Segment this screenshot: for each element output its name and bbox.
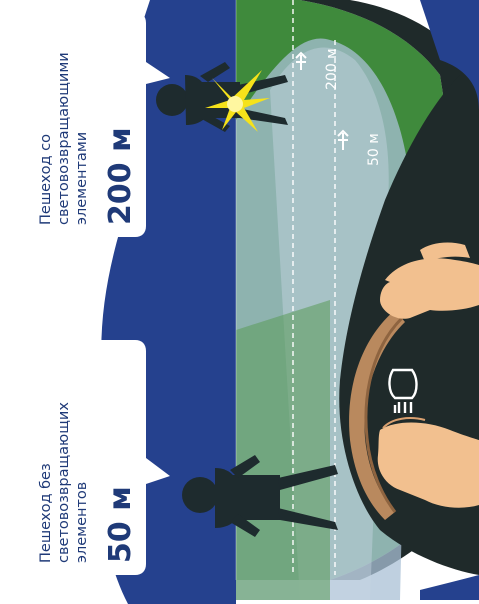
callout-with-reflector-line-2: световозвращающими — [56, 52, 72, 225]
arrow-up-icon — [337, 129, 349, 150]
steering-wheel-rim — [364, 316, 404, 513]
beam-lower-area — [236, 300, 330, 600]
callout-without-reflector-line-1: Пешеход без — [38, 463, 54, 563]
callout-with-reflector-line-3: элементами — [74, 132, 90, 225]
callout-without-reflector-line-2: световозвращающих — [56, 402, 72, 563]
marker-200m-label: 200 м — [324, 48, 340, 90]
callout-with-reflector: Пешеход со световозвращающими элементами… — [15, 12, 170, 237]
marker-200m: 200 м — [295, 48, 340, 90]
callout-without-reflector: Пешеход без световозвращающих элементов … — [15, 340, 170, 575]
marker-50m-label: 50 м — [366, 133, 382, 166]
marker-50m: 50 м — [337, 129, 382, 166]
callout-without-reflector-line-3: элементов — [74, 482, 90, 563]
steering-wheel — [349, 310, 405, 520]
arrow-up-icon — [295, 51, 307, 70]
callout-without-reflector-distance: 50 м — [103, 486, 138, 563]
callout-with-reflector-line-1: Пешеход со — [38, 134, 54, 225]
upper-hand — [380, 242, 479, 319]
lower-hand — [377, 417, 479, 508]
low-beam-headlight-icon — [388, 368, 418, 413]
callout-with-reflector-distance: 200 м — [103, 127, 138, 225]
reflector-flash-icon — [205, 70, 270, 132]
pedestrian-with-reflector — [156, 62, 288, 132]
pedestrian-without-reflector — [182, 455, 338, 537]
windshield-frame — [420, 0, 479, 600]
